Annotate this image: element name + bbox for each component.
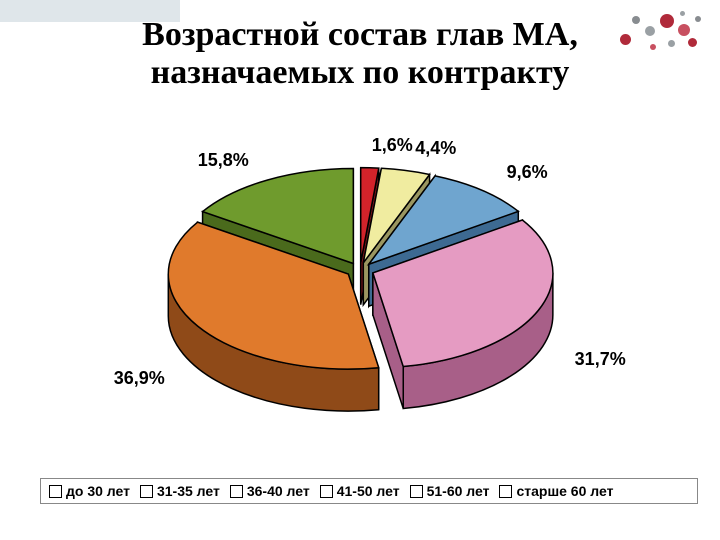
- legend-swatch: [320, 485, 333, 498]
- legend-label: 51-60 лет: [427, 483, 490, 499]
- page-title: Возрастной состав глав МА,назначаемых по…: [0, 16, 720, 92]
- slide: Возрастной состав глав МА,назначаемых по…: [0, 0, 720, 540]
- legend-swatch: [140, 485, 153, 498]
- pie-slice-label: 36,9%: [114, 368, 165, 389]
- title-line-2: назначаемых по контракту: [0, 54, 720, 92]
- legend-label: до 30 лет: [66, 483, 130, 499]
- pie-slice-label: 1,6%: [372, 135, 413, 156]
- pie-chart: 1,6%4,4% 9,6% 31,7% 36,9% 15,8%: [80, 125, 640, 445]
- legend: до 30 лет 31-35 лет 36-40 лет 41-50 лет 51-6…: [40, 478, 698, 504]
- legend-swatch: [49, 485, 62, 498]
- pie-slice-label: 31,7%: [575, 349, 626, 370]
- title-line-1: Возрастной состав глав МА,: [0, 16, 720, 54]
- pie-slice-label: 9,6%: [507, 162, 548, 183]
- legend-item: 41-50 лет: [320, 483, 400, 499]
- legend-label: 41-50 лет: [337, 483, 400, 499]
- legend-item: 51-60 лет: [410, 483, 490, 499]
- legend-item: 36-40 лет: [230, 483, 310, 499]
- legend-item: 31-35 лет: [140, 483, 220, 499]
- pie-slice-label: 4,4%: [415, 138, 456, 159]
- legend-swatch: [410, 485, 423, 498]
- legend-label: 36-40 лет: [247, 483, 310, 499]
- pie-slice-label: 15,8%: [198, 150, 249, 171]
- legend-item: старше 60 лет: [499, 483, 613, 499]
- legend-item: до 30 лет: [49, 483, 130, 499]
- legend-swatch: [499, 485, 512, 498]
- legend-swatch: [230, 485, 243, 498]
- legend-label: старше 60 лет: [516, 483, 613, 499]
- legend-label: 31-35 лет: [157, 483, 220, 499]
